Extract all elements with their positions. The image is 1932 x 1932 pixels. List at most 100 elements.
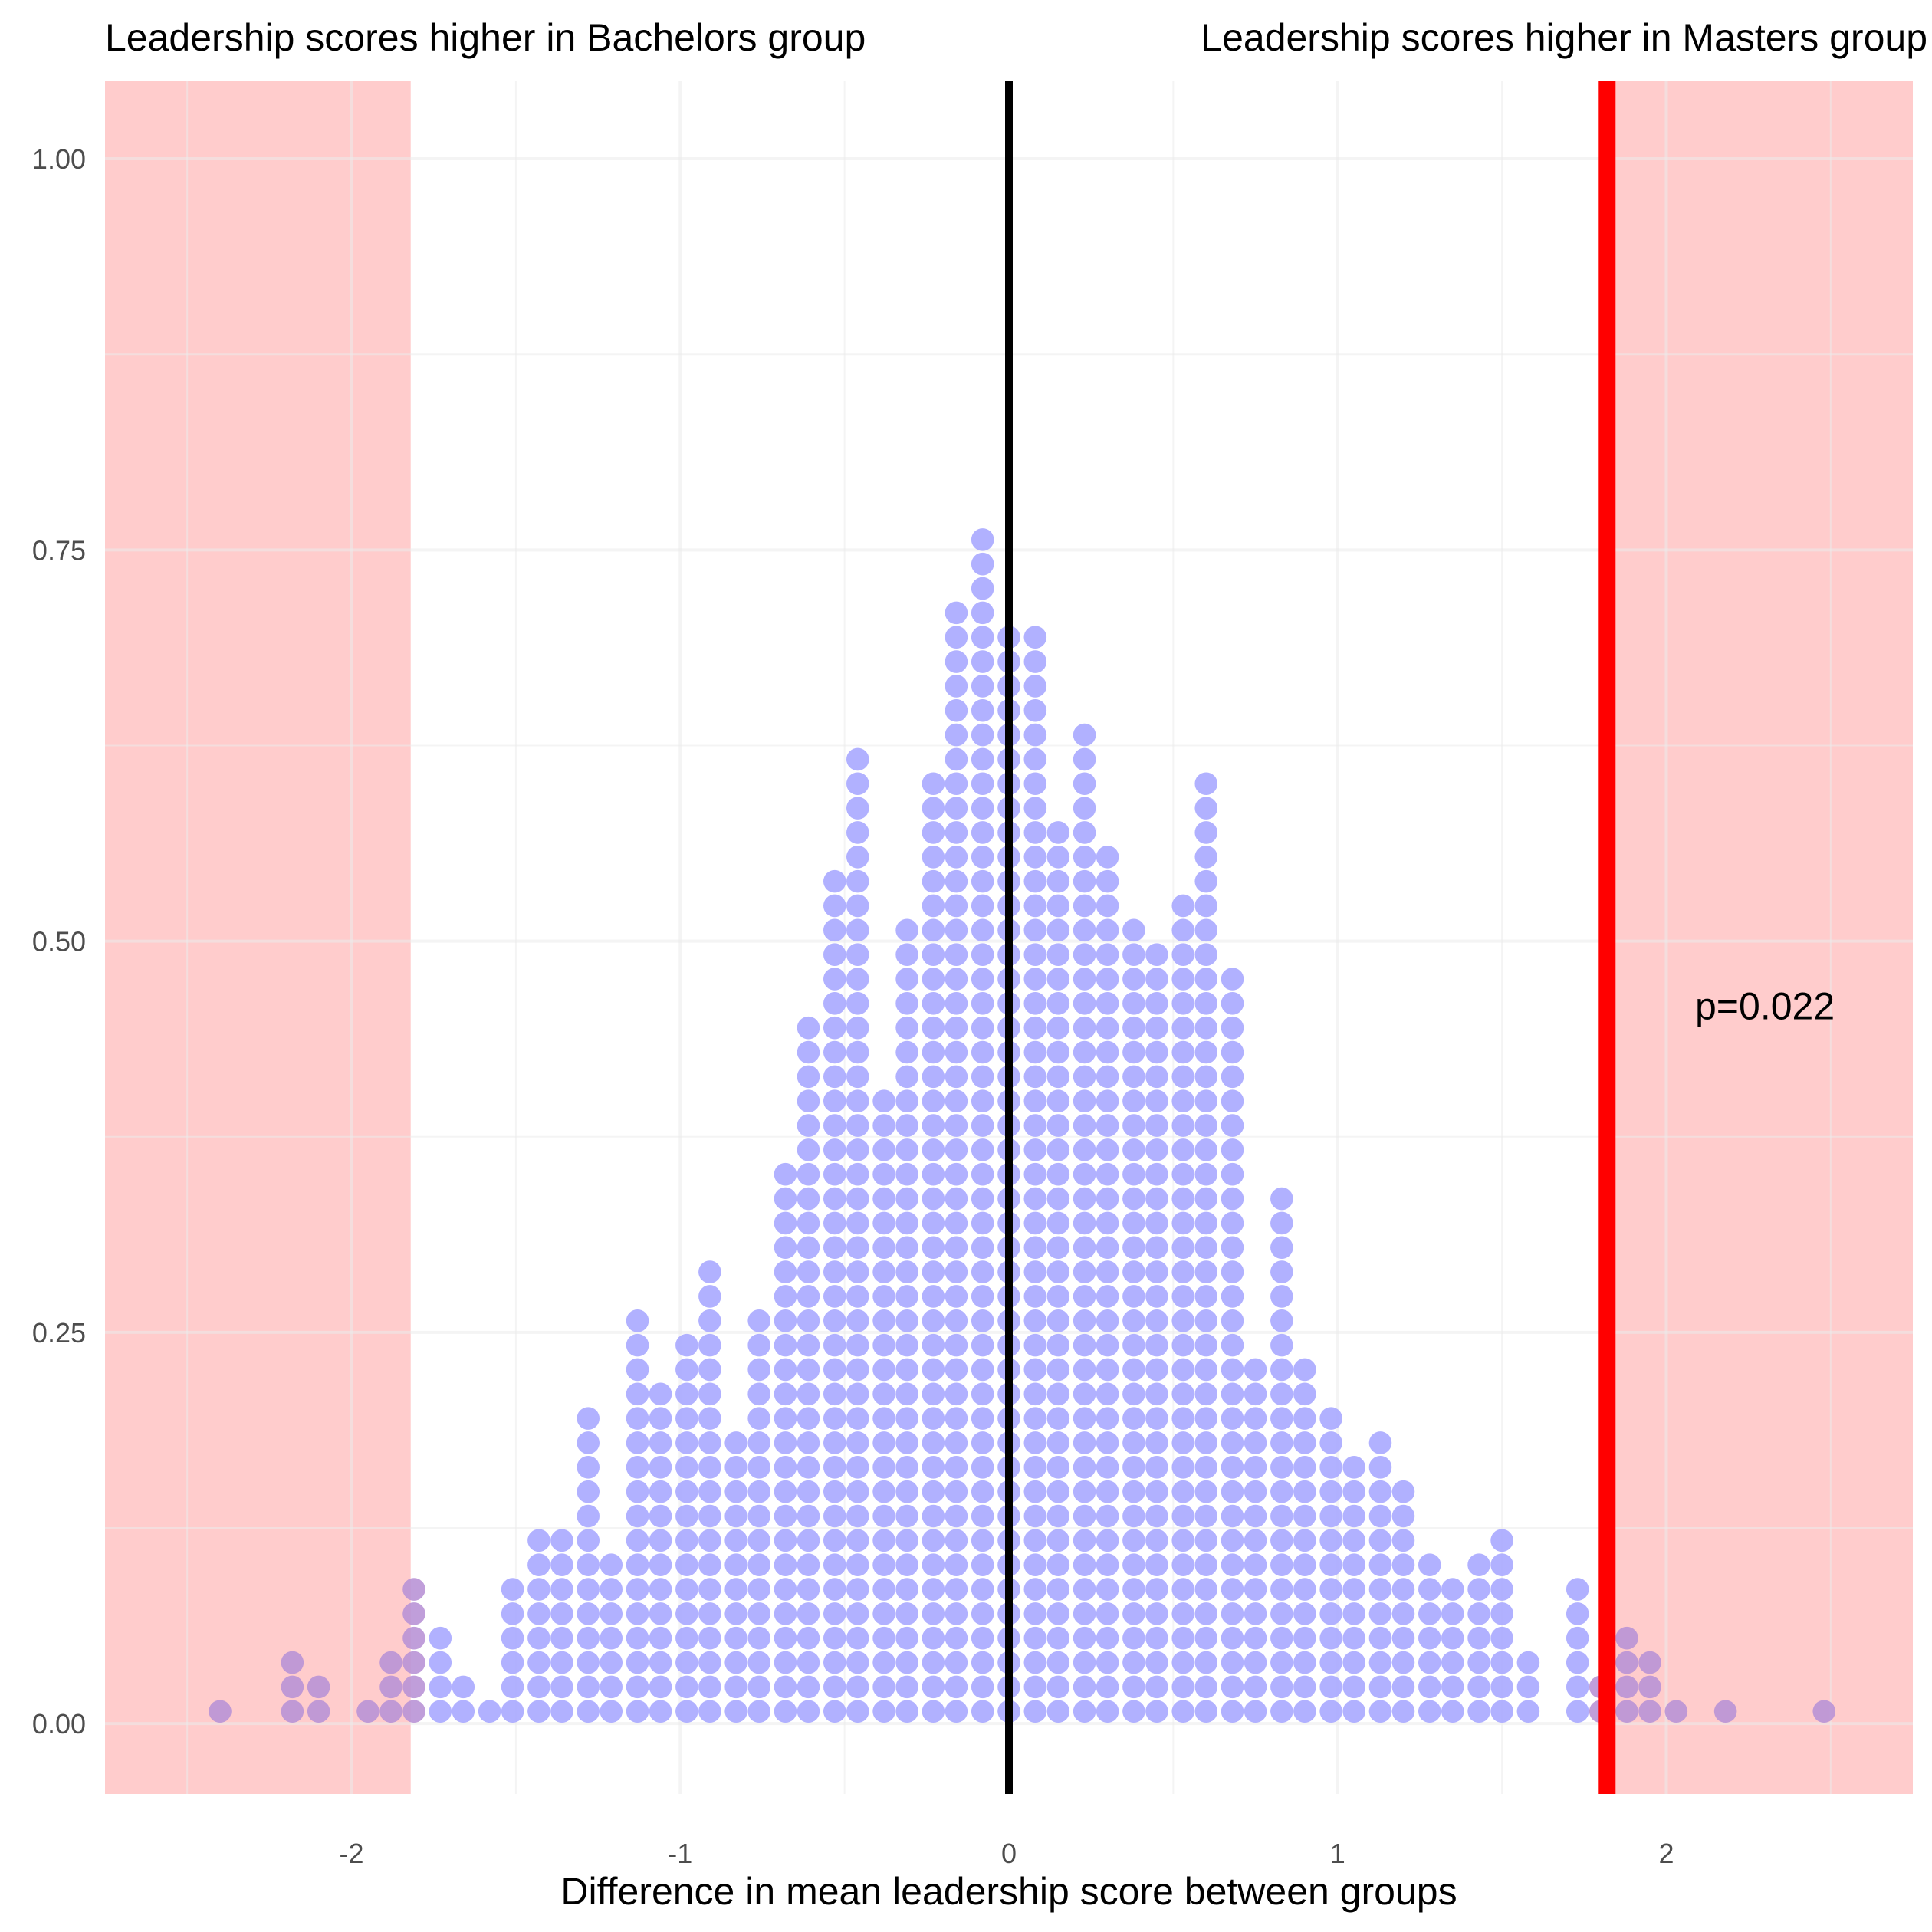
dot bbox=[1270, 1260, 1293, 1283]
dot bbox=[577, 1407, 600, 1430]
dot bbox=[724, 1675, 748, 1699]
dot bbox=[797, 1236, 820, 1260]
dot bbox=[922, 1236, 945, 1260]
dot bbox=[1073, 1333, 1096, 1357]
dot bbox=[1024, 1626, 1047, 1650]
dot bbox=[1221, 992, 1244, 1015]
dot bbox=[1194, 821, 1218, 844]
dot bbox=[1490, 1529, 1513, 1552]
dot bbox=[501, 1578, 524, 1601]
dot bbox=[1171, 1211, 1195, 1235]
dot bbox=[1221, 1602, 1244, 1625]
dot bbox=[1418, 1675, 1441, 1699]
dot bbox=[649, 1553, 672, 1576]
dot bbox=[1171, 1382, 1195, 1406]
dot bbox=[724, 1553, 748, 1576]
dot bbox=[1467, 1553, 1490, 1576]
dot bbox=[1467, 1578, 1490, 1601]
dot bbox=[1221, 1553, 1244, 1576]
dot bbox=[945, 1089, 968, 1112]
dot bbox=[1096, 1016, 1119, 1040]
dot bbox=[971, 1358, 994, 1382]
dot bbox=[1096, 1285, 1119, 1308]
dot bbox=[945, 943, 968, 966]
dot bbox=[1024, 723, 1047, 747]
dot bbox=[626, 1309, 649, 1332]
dot bbox=[1194, 1040, 1218, 1064]
dot bbox=[1194, 1651, 1218, 1674]
dot bbox=[797, 1456, 820, 1479]
dot bbox=[1046, 1553, 1070, 1576]
dot bbox=[748, 1602, 770, 1625]
dot bbox=[823, 1578, 846, 1601]
dot bbox=[945, 1211, 968, 1235]
dot bbox=[823, 1040, 846, 1064]
dot bbox=[774, 1407, 797, 1430]
left-annotation: Leadership scores higher in Bachelors gr… bbox=[105, 16, 866, 59]
dot bbox=[1221, 968, 1244, 991]
dot bbox=[1096, 1162, 1119, 1186]
dot bbox=[1145, 1187, 1168, 1211]
dot bbox=[1122, 1162, 1145, 1186]
dot bbox=[846, 894, 869, 918]
dot bbox=[1073, 1456, 1096, 1479]
dot bbox=[1096, 1626, 1119, 1650]
dot bbox=[872, 1089, 895, 1112]
dot bbox=[922, 1162, 945, 1186]
dot bbox=[1171, 1040, 1195, 1064]
dot bbox=[872, 1602, 895, 1625]
dot bbox=[675, 1431, 698, 1454]
dot bbox=[1096, 1504, 1119, 1528]
dot bbox=[1046, 1407, 1070, 1430]
dot bbox=[1046, 1480, 1070, 1503]
dot bbox=[1194, 1407, 1218, 1430]
dot bbox=[1516, 1675, 1540, 1699]
dot bbox=[823, 1456, 846, 1479]
dot bbox=[945, 626, 968, 649]
dot bbox=[649, 1651, 672, 1674]
dot bbox=[1467, 1675, 1490, 1699]
dot bbox=[823, 1358, 846, 1382]
dot bbox=[550, 1700, 573, 1723]
dot bbox=[872, 1651, 895, 1674]
dot bbox=[1270, 1431, 1293, 1454]
dot bbox=[1073, 1040, 1096, 1064]
dot bbox=[971, 723, 994, 747]
dot bbox=[1073, 1236, 1096, 1260]
dot bbox=[1221, 1382, 1244, 1406]
dot bbox=[1145, 943, 1168, 966]
dot bbox=[1145, 1651, 1168, 1674]
dot bbox=[1516, 1700, 1540, 1723]
dot bbox=[1194, 1578, 1218, 1601]
dot bbox=[971, 1162, 994, 1186]
dot bbox=[846, 943, 869, 966]
dot bbox=[1221, 1431, 1244, 1454]
dot bbox=[1171, 1333, 1195, 1357]
dot bbox=[971, 968, 994, 991]
dot bbox=[1024, 992, 1047, 1015]
dot bbox=[1171, 1675, 1195, 1699]
dot bbox=[724, 1626, 748, 1650]
dot bbox=[1293, 1626, 1316, 1650]
dot bbox=[1812, 1700, 1836, 1723]
dot bbox=[1270, 1578, 1293, 1601]
dot bbox=[846, 1162, 869, 1186]
dot bbox=[1046, 1016, 1070, 1040]
dot bbox=[846, 1187, 869, 1211]
dot bbox=[1024, 1089, 1047, 1112]
dot bbox=[1368, 1480, 1392, 1503]
dot bbox=[1221, 1211, 1244, 1235]
dot bbox=[649, 1675, 672, 1699]
dot bbox=[895, 1211, 918, 1235]
dot bbox=[550, 1602, 573, 1625]
dot bbox=[748, 1407, 770, 1430]
dot bbox=[501, 1626, 524, 1650]
dot bbox=[1096, 992, 1119, 1015]
dot bbox=[1046, 846, 1070, 869]
dot bbox=[1392, 1480, 1415, 1503]
dot bbox=[774, 1480, 797, 1503]
dot bbox=[1073, 1700, 1096, 1723]
dot bbox=[922, 1602, 945, 1625]
dot bbox=[774, 1162, 797, 1186]
left-rejection-region bbox=[105, 80, 411, 1794]
